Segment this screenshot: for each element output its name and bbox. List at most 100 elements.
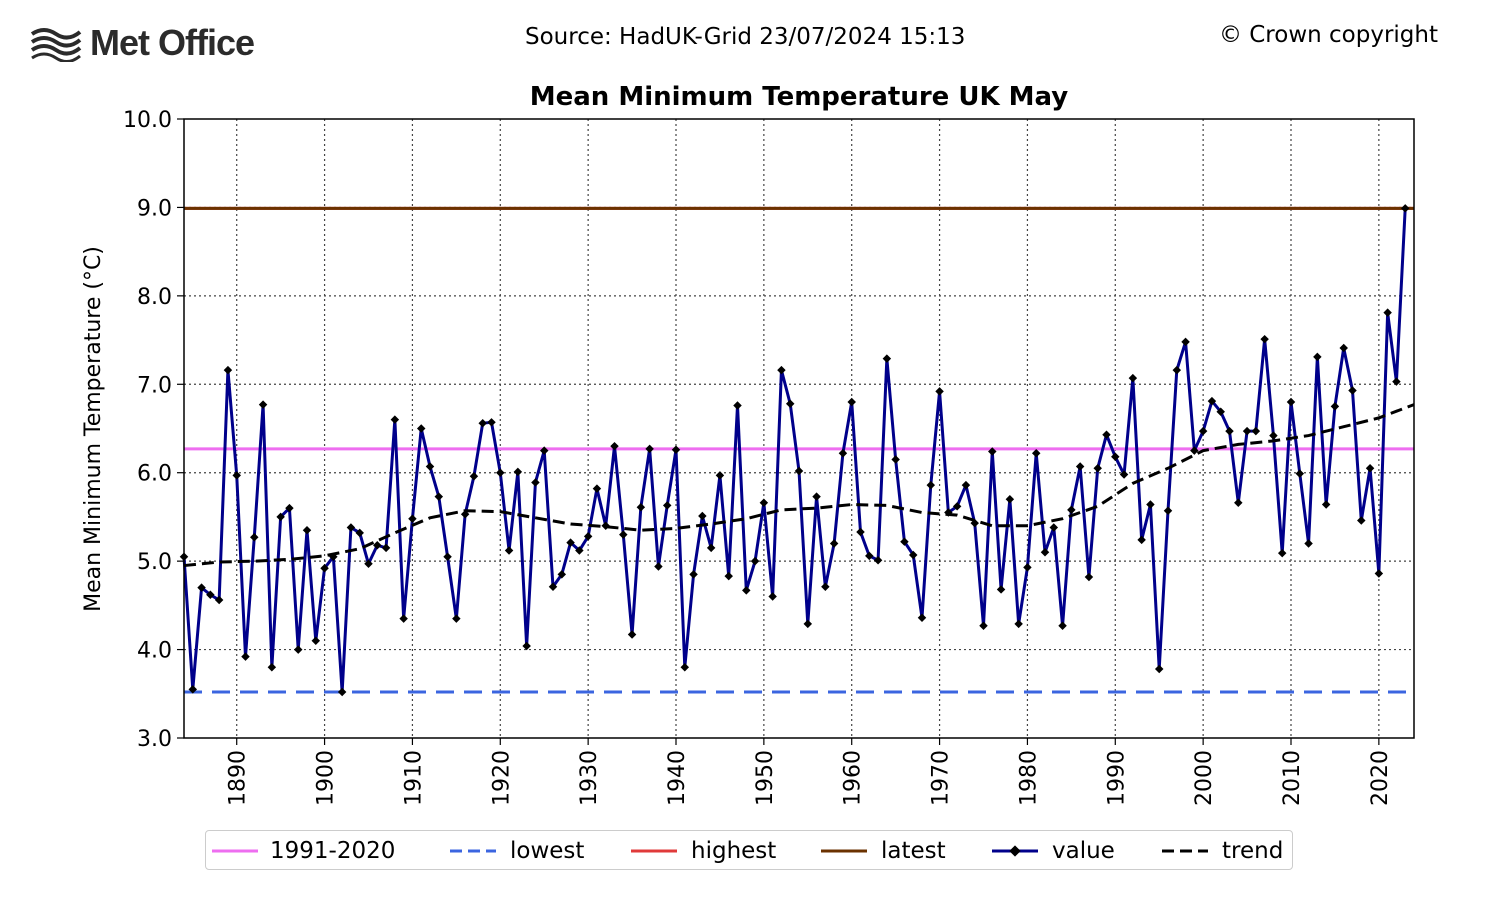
value-point bbox=[1383, 308, 1392, 317]
value-point bbox=[293, 645, 303, 654]
value-point bbox=[381, 543, 391, 553]
temperature-chart: Mean Minimum Temperature UK May 3.0 4.0 5.… bbox=[81, 82, 1415, 806]
value-point bbox=[1146, 500, 1155, 509]
value-point bbox=[1128, 373, 1138, 383]
value-point bbox=[689, 570, 698, 579]
value-point bbox=[926, 480, 936, 490]
value-series-line bbox=[182, 208, 1407, 694]
value-point bbox=[619, 530, 628, 539]
value-point bbox=[1295, 469, 1305, 478]
axis-ticks: 3.0 4.0 5.0 6.0 7.0 8.0 9.0 10.0 1890 1900 1910 192… bbox=[123, 108, 1393, 806]
value-point bbox=[416, 424, 426, 433]
plot-frame bbox=[183, 118, 1415, 739]
legend-swatch-lowest bbox=[450, 849, 496, 853]
value-point bbox=[223, 365, 233, 375]
value-point bbox=[531, 478, 540, 487]
value-point bbox=[1181, 337, 1190, 347]
value-point bbox=[1400, 204, 1410, 213]
value-point bbox=[654, 562, 663, 571]
value-point bbox=[882, 354, 892, 363]
value-point bbox=[662, 501, 672, 510]
value-point bbox=[1392, 377, 1401, 386]
value-point bbox=[610, 441, 619, 451]
value-point bbox=[777, 365, 786, 375]
value-point bbox=[408, 514, 417, 523]
value-point bbox=[803, 619, 813, 629]
value-point bbox=[1111, 452, 1120, 462]
value-point bbox=[487, 418, 496, 427]
value-point bbox=[478, 418, 487, 428]
x-tick-label: 1910 bbox=[401, 750, 426, 806]
value-point bbox=[276, 512, 285, 522]
value-point bbox=[1321, 500, 1331, 509]
x-tick-label: 1940 bbox=[665, 750, 690, 806]
value-point bbox=[1198, 426, 1208, 436]
legend-item-baseline: 1991-2020 bbox=[212, 831, 395, 871]
value-point bbox=[601, 521, 610, 531]
y-tick-label: 6.0 bbox=[137, 462, 172, 487]
value-point bbox=[425, 462, 435, 471]
value-point bbox=[1023, 563, 1032, 572]
reference-lines bbox=[184, 206, 1414, 694]
legend-item-latest: latest bbox=[821, 831, 946, 871]
x-tick-label: 1980 bbox=[1016, 750, 1041, 806]
value-point bbox=[1163, 506, 1173, 515]
value-point bbox=[645, 444, 654, 454]
value-point bbox=[1049, 523, 1059, 532]
value-point bbox=[742, 586, 751, 595]
value-point bbox=[1225, 426, 1234, 436]
value-point bbox=[1330, 402, 1340, 411]
series-layer bbox=[179, 204, 1415, 697]
value-point bbox=[856, 527, 865, 537]
x-tick-label: 2020 bbox=[1368, 750, 1393, 806]
legend-label-value: value bbox=[1052, 838, 1115, 864]
chart-title: Mean Minimum Temperature UK May bbox=[530, 82, 1069, 112]
legend-item-lowest: lowest bbox=[450, 831, 584, 871]
value-point bbox=[390, 415, 400, 424]
value-point bbox=[944, 508, 953, 517]
value-point bbox=[1005, 495, 1015, 504]
legend-item-highest: highest bbox=[631, 831, 776, 871]
value-point bbox=[1242, 426, 1252, 436]
value-point bbox=[1260, 334, 1269, 344]
value-point bbox=[785, 399, 795, 408]
value-point bbox=[504, 546, 514, 555]
legend-item-trend: trend bbox=[1162, 831, 1283, 871]
value-point bbox=[1119, 470, 1129, 479]
value-point bbox=[320, 563, 329, 573]
value-point bbox=[1137, 535, 1146, 545]
chart-legend: 1991-2020 lowest highest latest value tr… bbox=[205, 830, 1293, 870]
value-point bbox=[443, 552, 452, 561]
legend-item-value: value bbox=[992, 831, 1115, 871]
value-point bbox=[1339, 343, 1348, 353]
value-point bbox=[1207, 396, 1217, 406]
grid-lines bbox=[184, 119, 1414, 738]
value-point bbox=[1190, 446, 1199, 455]
y-tick-label: 3.0 bbox=[137, 727, 172, 752]
met-office-logo: Met Office bbox=[30, 22, 255, 64]
value-point bbox=[873, 556, 883, 565]
y-tick-label: 9.0 bbox=[137, 196, 172, 221]
brand-name: Met Office bbox=[90, 22, 255, 63]
legend-label-trend: trend bbox=[1222, 838, 1284, 864]
value-point bbox=[522, 641, 531, 651]
value-point bbox=[1093, 464, 1102, 473]
value-point bbox=[1172, 365, 1182, 375]
value-point bbox=[1277, 548, 1287, 558]
value-point bbox=[1234, 498, 1243, 508]
value-point bbox=[900, 537, 909, 546]
x-tick-label: 1920 bbox=[489, 750, 514, 806]
value-point bbox=[724, 571, 733, 581]
value-point bbox=[337, 687, 347, 697]
legend-label-baseline: 1991-2020 bbox=[270, 838, 396, 864]
legend-swatch-baseline bbox=[212, 849, 258, 853]
value-point bbox=[250, 533, 259, 542]
legend-swatch-value bbox=[992, 845, 1038, 857]
value-point bbox=[469, 472, 479, 481]
value-point bbox=[1084, 572, 1094, 582]
value-point bbox=[715, 471, 725, 480]
value-point bbox=[285, 503, 294, 513]
y-tick-label: 7.0 bbox=[137, 373, 172, 398]
value-point bbox=[355, 528, 364, 538]
value-point bbox=[1067, 505, 1076, 515]
